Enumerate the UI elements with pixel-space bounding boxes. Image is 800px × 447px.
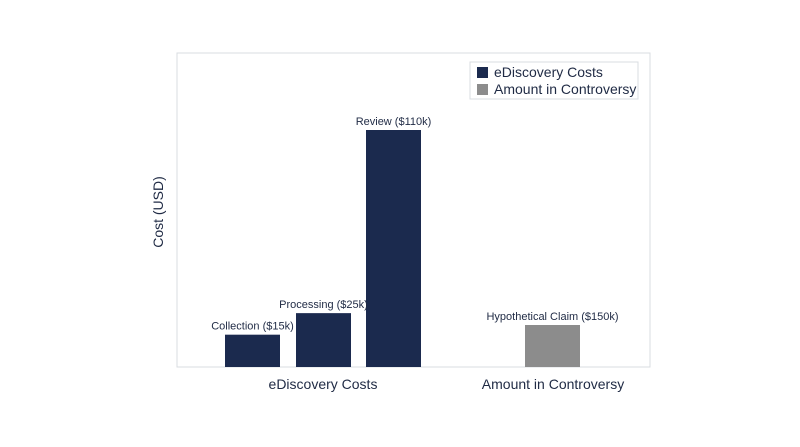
y-axis-title: Cost (USD) bbox=[150, 176, 166, 248]
bar-review-110k bbox=[366, 130, 421, 367]
legend-label-amount-in-controversy: Amount in Controversy bbox=[494, 81, 636, 97]
x-tick-label-amount-in-controversy: Amount in Controversy bbox=[482, 376, 624, 392]
bars-layer bbox=[225, 130, 580, 367]
bar-label-review-110k: Review ($110k) bbox=[356, 116, 432, 128]
legend-frame bbox=[469, 61, 639, 100]
bar-label-processing-25k: Processing ($25k) bbox=[279, 299, 368, 311]
legend-label-ediscovery-costs: eDiscovery Costs bbox=[494, 64, 603, 80]
legend-swatch-amount-in-controversy bbox=[477, 84, 488, 95]
legend-swatch-ediscovery-costs bbox=[477, 67, 488, 78]
bar-collection-15k bbox=[225, 334, 280, 367]
bar-hypothetical-claim-150k bbox=[525, 325, 580, 367]
bar-label-collection-15k: Collection ($15k) bbox=[211, 321, 294, 333]
legend: eDiscovery Costs Amount in Controversy bbox=[469, 61, 639, 100]
bar-label-hypothetical-claim-150k: Hypothetical Claim ($150k) bbox=[486, 311, 618, 323]
x-tick-label-ediscovery-costs: eDiscovery Costs bbox=[269, 376, 378, 392]
bar-labels-layer: Collection ($15k) Processing ($25k) Review… bbox=[211, 116, 618, 333]
bar-processing-25k bbox=[296, 313, 351, 367]
x-tick-labels: eDiscovery Costs Amount in Controversy bbox=[269, 376, 625, 392]
